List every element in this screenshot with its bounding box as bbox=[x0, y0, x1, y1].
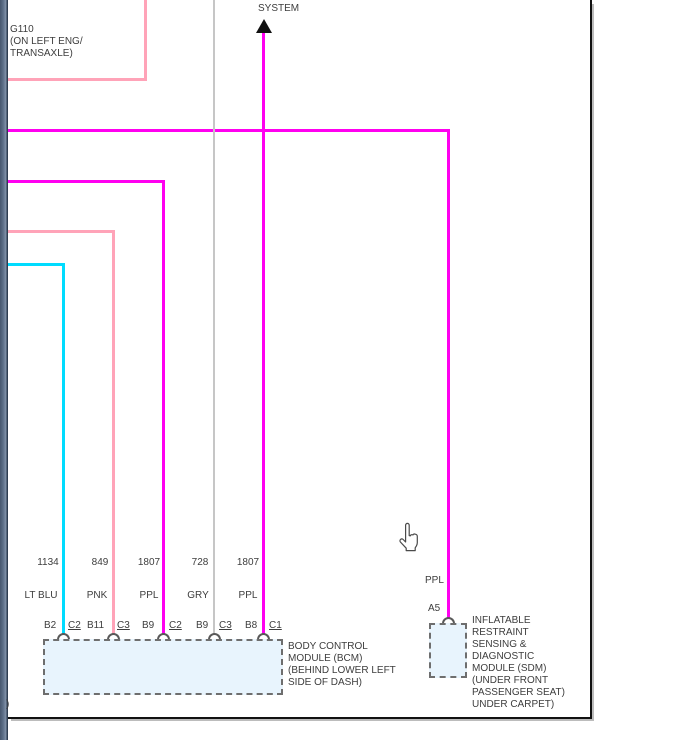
bcm-connector-arc-b2 bbox=[57, 633, 70, 640]
wire-color-ppl-a: PPL bbox=[139, 590, 159, 601]
sdm-module-label: INFLATABLE RESTRAINT SENSING & DIAGNOSTIC MO… bbox=[472, 615, 565, 711]
clipped-left-text: ) bbox=[6, 699, 10, 710]
bcm-pin-c2-a: C2 bbox=[68, 620, 81, 631]
bcm-pin-c3-a: C3 bbox=[117, 620, 130, 631]
sdm-module-box bbox=[429, 623, 467, 678]
wire-gry-728-vertical bbox=[213, 0, 215, 634]
bcm-connector-arc-b9b bbox=[208, 633, 221, 640]
bcm-pin-b2: B2 bbox=[44, 620, 57, 631]
diagram-page-bottom-border bbox=[8, 717, 592, 719]
ground-location-line2: TRANSAXLE) bbox=[10, 48, 73, 59]
sdm-label-line4: DIAGNOSTIC bbox=[472, 651, 535, 662]
sdm-label-line8: UNDER CARPET) bbox=[472, 699, 555, 710]
bcm-pin-b9-b: B9 bbox=[196, 620, 209, 631]
system-label: SYSTEM bbox=[258, 3, 300, 14]
wire-pnk-849-vertical bbox=[112, 230, 115, 634]
sdm-label-line3: SENSING & bbox=[472, 639, 527, 650]
sdm-label-line6: (UNDER FRONT bbox=[472, 675, 549, 686]
wire-ltblu-1134-vertical bbox=[62, 263, 65, 634]
wire-ppl-sdm-vertical bbox=[447, 129, 450, 618]
bcm-pin-c3-b: C3 bbox=[219, 620, 232, 631]
bcm-label-line1: BODY CONTROL bbox=[288, 641, 368, 652]
ground-g110-label: G110 (ON LEFT ENG/TRANSAXLE) bbox=[10, 24, 83, 60]
ground-name: G110 bbox=[10, 24, 34, 35]
wire-ppl-1807-vertical bbox=[162, 180, 165, 634]
circuit-number-849: 849 bbox=[91, 557, 109, 568]
bcm-label-line4: SIDE OF DASH) bbox=[288, 677, 362, 688]
circuit-number-1807-b: 1807 bbox=[236, 557, 260, 568]
wire-g110-pnk-horizontal bbox=[8, 78, 147, 81]
wire-color-gry: GRY bbox=[187, 590, 209, 601]
hand-cursor-icon bbox=[399, 522, 418, 552]
sdm-label-line5: MODULE (SDM) bbox=[472, 663, 547, 674]
bcm-pin-b11: B11 bbox=[87, 620, 105, 631]
bcm-pin-c1: C1 bbox=[269, 620, 282, 631]
bcm-label-line3: (BEHIND LOWER LEFT bbox=[288, 665, 396, 676]
sdm-wire-color-ppl: PPL bbox=[425, 575, 444, 586]
sdm-label-line7: PASSENGER SEAT) bbox=[472, 687, 565, 698]
bcm-connector-arc-b11 bbox=[107, 633, 120, 640]
wire-ppl-sdm-horizontal bbox=[8, 129, 450, 132]
diagram-page-bottom-shadow bbox=[11, 719, 594, 721]
sdm-label-line1: INFLATABLE bbox=[472, 615, 531, 626]
wire-g110-pnk-vertical bbox=[144, 0, 147, 81]
ground-location-line1: (ON LEFT ENG/ bbox=[10, 36, 83, 47]
wire-ppl-1807-horizontal bbox=[8, 180, 165, 183]
bcm-pin-b9-a: B9 bbox=[142, 620, 155, 631]
system-offpage-arrow-icon bbox=[256, 19, 272, 33]
bcm-label-line2: MODULE (BCM) bbox=[288, 653, 363, 664]
sdm-connector-arc-a5 bbox=[442, 617, 455, 624]
diagram-page-right-shadow bbox=[592, 4, 594, 720]
bcm-pin-c2-b: C2 bbox=[169, 620, 182, 631]
wire-color-ppl-b: PPL bbox=[238, 590, 258, 601]
wire-pnk-849-horizontal bbox=[8, 230, 115, 233]
bcm-module-label: BODY CONTROL MODULE (BCM) (BEHIND LOWER LE… bbox=[288, 641, 396, 689]
sdm-pin-a5: A5 bbox=[428, 603, 441, 614]
wire-ppl-system-vertical bbox=[262, 33, 265, 634]
wire-color-pnk: PNK bbox=[86, 590, 108, 601]
left-window-edge-bar[interactable] bbox=[0, 0, 8, 740]
bcm-connector-arc-b8 bbox=[257, 633, 270, 640]
circuit-number-728: 728 bbox=[191, 557, 209, 568]
bcm-module-box bbox=[43, 639, 283, 695]
diagram-page-right-border bbox=[590, 0, 592, 719]
wire-color-ltblu: LT BLU bbox=[24, 590, 58, 601]
circuit-number-1807-a: 1807 bbox=[137, 557, 161, 568]
bcm-pin-b8: B8 bbox=[245, 620, 258, 631]
circuit-number-1134: 1134 bbox=[37, 557, 59, 568]
bcm-connector-arc-b9a bbox=[157, 633, 170, 640]
wire-ltblu-1134-horizontal bbox=[8, 263, 65, 266]
sdm-label-line2: RESTRAINT bbox=[472, 627, 529, 638]
